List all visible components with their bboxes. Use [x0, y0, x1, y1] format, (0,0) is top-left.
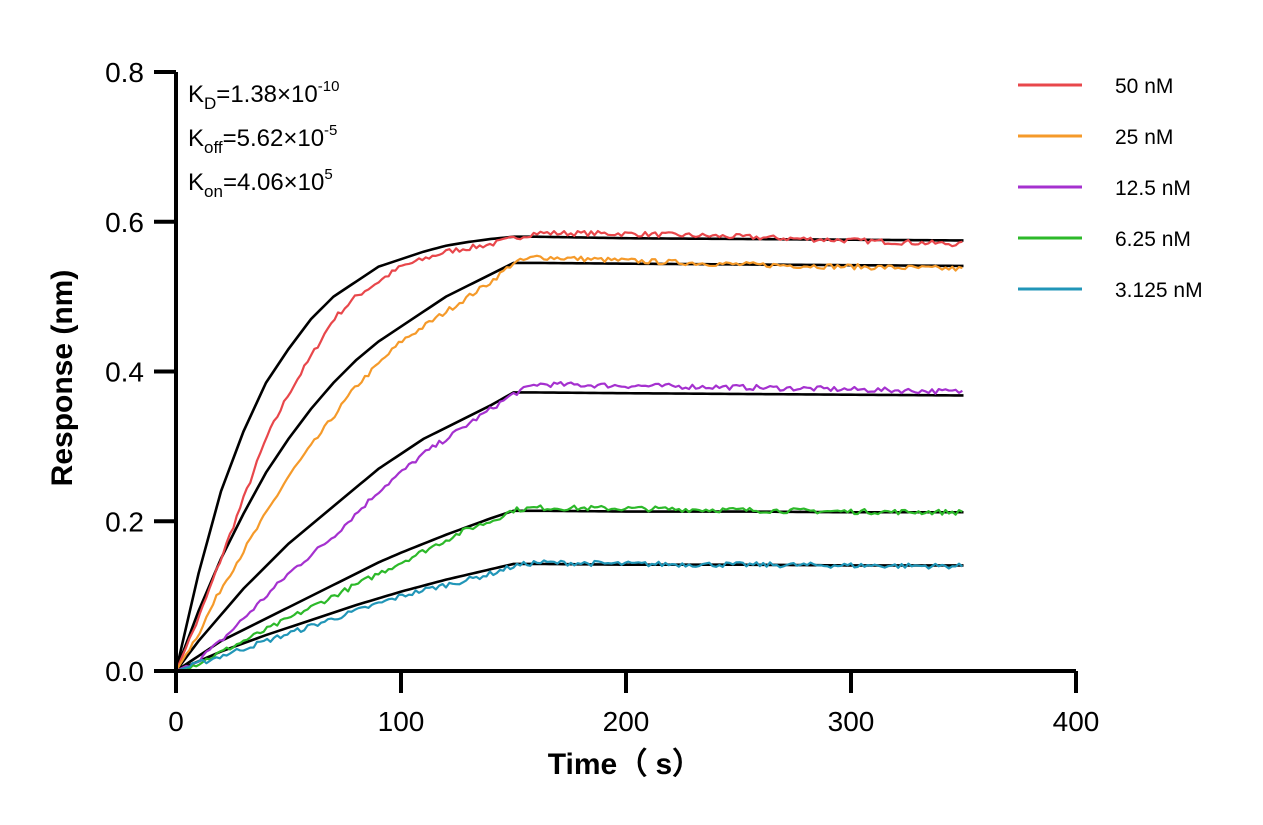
y-axis-ticks: 0.0 0.2 0.4 0.6 0.8 [105, 57, 176, 687]
fit-curves [174, 235, 964, 673]
series-line [175, 381, 963, 672]
kinetic-constant: Koff=5.62×10-5 [188, 122, 337, 157]
fit-curve [175, 562, 964, 673]
y-tick-label: 0.4 [105, 357, 144, 388]
series-line [175, 254, 963, 672]
y-tick-label: 0.8 [105, 57, 144, 88]
legend-label: 6.25 nM [1115, 228, 1191, 251]
data-series [174, 229, 964, 673]
y-tick-label: 0.2 [105, 506, 144, 537]
kinetic-constants: KD=1.38×10-10 Koff=5.62×10-5 Kon=4.06×105 [188, 78, 339, 201]
x-tick-label: 100 [378, 706, 425, 737]
legend: 50 nM 25 nM 12.5 nM 6.25 nM 3.125 nM [1018, 75, 1203, 302]
y-tick-label: 0.0 [105, 656, 144, 687]
y-axis-label: Response (nm) [46, 270, 79, 487]
series-line [174, 229, 963, 672]
fit-curve [174, 235, 964, 672]
legend-label: 12.5 nM [1115, 177, 1191, 200]
x-axis-label: Time（ s） [548, 747, 703, 781]
x-tick-label: 200 [603, 706, 650, 737]
legend-label: 3.125 nM [1115, 279, 1203, 302]
x-tick-label: 400 [1053, 706, 1100, 737]
x-tick-label: 0 [168, 706, 184, 737]
fit-curve [174, 391, 964, 672]
legend-label: 50 nM [1115, 75, 1173, 98]
x-tick-label: 300 [828, 706, 875, 737]
y-tick-label: 0.6 [105, 207, 144, 238]
x-axis-ticks: 0 100 200 300 400 [168, 671, 1099, 737]
kinetic-constant: KD=1.38×10-10 [188, 78, 339, 113]
kinetic-constant: Kon=4.06×105 [188, 166, 333, 201]
axes: 0.0 0.2 0.4 0.6 0.8 0 100 200 300 400 [105, 57, 1099, 737]
series-line [175, 559, 964, 673]
fit-curve [175, 509, 964, 673]
legend-label: 25 nM [1115, 126, 1173, 149]
series-line [175, 504, 963, 673]
